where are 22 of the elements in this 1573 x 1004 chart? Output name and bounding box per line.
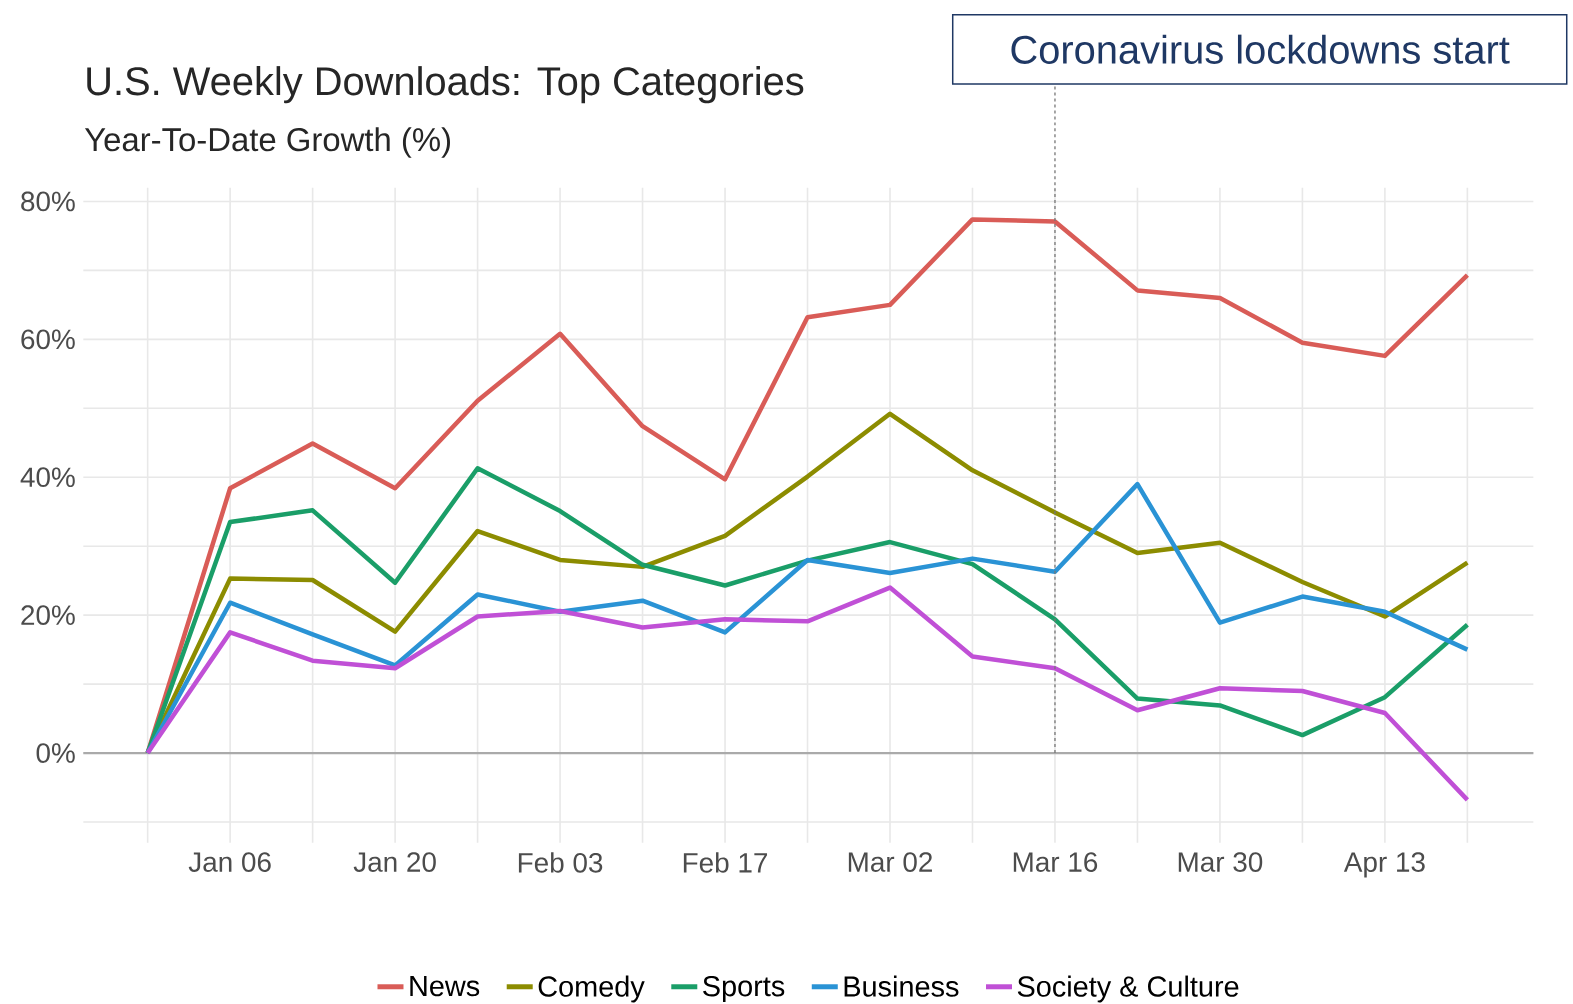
y-tick-label: 40%: [20, 467, 75, 488]
x-tick-label: Jan 20: [353, 852, 436, 872]
x-tick-label: Jan 06: [188, 852, 271, 872]
y-tick-label: 80%: [21, 191, 75, 212]
x-tick-label: Mar 30: [1178, 852, 1263, 872]
line-series: [145, 585, 1470, 803]
ref-line-label: Coronavirus lockdowns start: [1011, 34, 1510, 64]
legend-label: Sports: [703, 975, 785, 1003]
legend-label: Society & Culture: [1017, 975, 1239, 1003]
legend-label: Business: [844, 975, 959, 997]
chart-title: U.S. Weekly Downloads: Top Categories: [87, 66, 804, 104]
legend-label: News: [410, 976, 480, 997]
chart-subtitle: Year-To-Date Growth (%): [84, 127, 450, 158]
x-tick-label: Mar 02: [848, 852, 932, 872]
x-tick-label: Mar 16: [1013, 852, 1098, 872]
legend-label: Comedy: [538, 975, 645, 1003]
x-tick-label: Feb 03: [518, 852, 603, 873]
x-tick-label: Feb 17: [683, 852, 768, 873]
y-tick-label: 0%: [36, 743, 75, 763]
y-tick-label: 60%: [21, 329, 75, 350]
x-tick-label: Apr 13: [1343, 852, 1425, 878]
y-tick-label: 20%: [21, 605, 75, 626]
